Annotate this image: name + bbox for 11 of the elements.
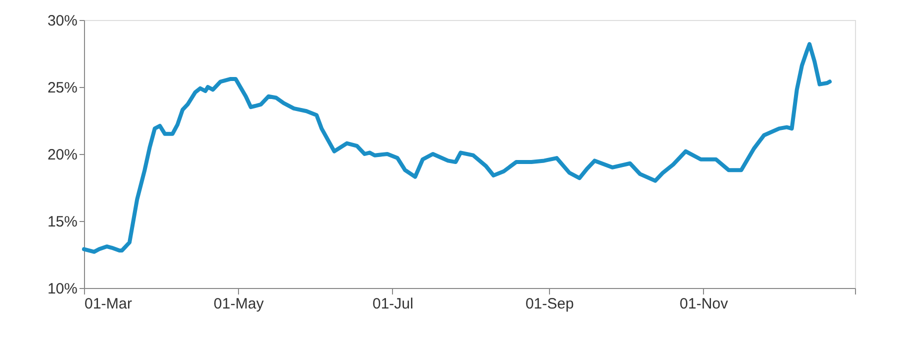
y-tick-label: 15% (47, 214, 78, 230)
x-tick-label: 01-Mar (84, 296, 132, 312)
y-tick-label: 20% (47, 146, 78, 164)
x-tick-label: 01-Nov (680, 296, 729, 312)
y-tick-label: 30% (47, 12, 78, 30)
x-tick-label: 01-May (214, 296, 264, 312)
x-tick-label: 01-Sep (525, 296, 574, 312)
y-tick-label: 25% (47, 80, 78, 96)
y-tick-label: 10% (47, 280, 78, 298)
x-tick-label: 01-Jul (372, 296, 414, 312)
line-series (82, 42, 832, 254)
